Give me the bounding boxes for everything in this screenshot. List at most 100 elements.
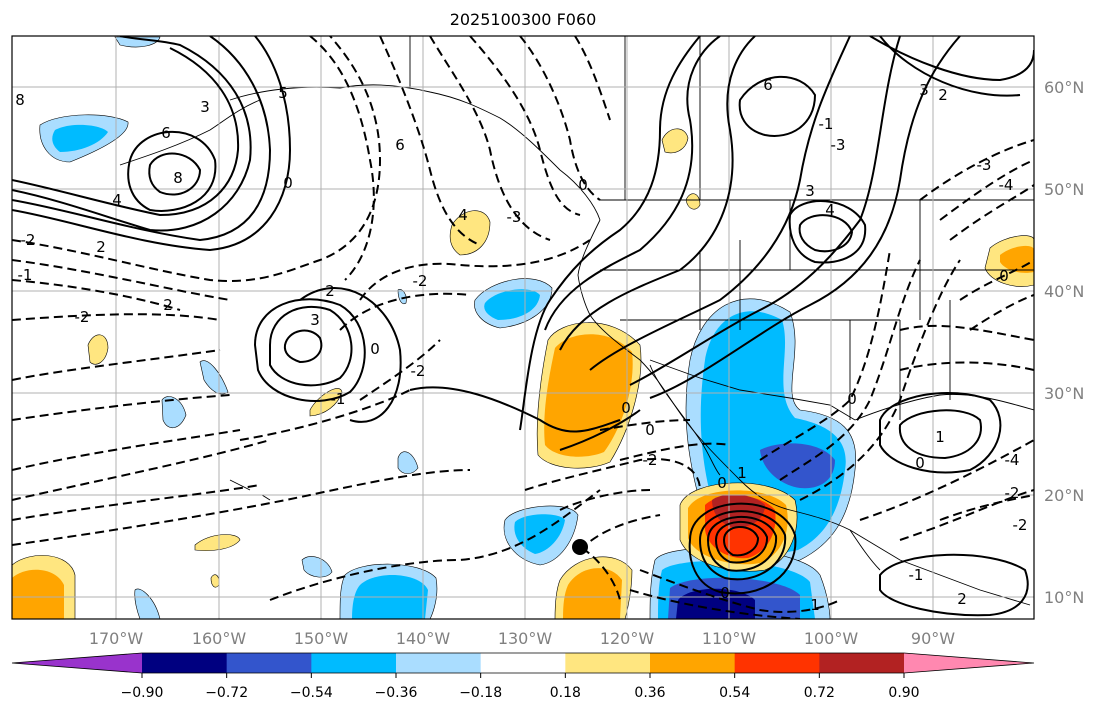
coast-central-america bbox=[849, 529, 1031, 606]
contour-dashed bbox=[12, 36, 382, 282]
colorbar-tick-label: 0.18 bbox=[550, 685, 581, 701]
contour-label: 0 bbox=[283, 174, 293, 192]
contour-dashed bbox=[309, 36, 375, 281]
lat-tick-label: 30°N bbox=[1044, 384, 1084, 403]
contour-hurricane-ring bbox=[706, 515, 778, 572]
contour-dashed bbox=[619, 442, 731, 461]
contour-hurricane-ring bbox=[722, 526, 760, 557]
contour-label: -1 bbox=[18, 266, 33, 284]
colorbar-bin bbox=[565, 653, 651, 673]
contour-label: 1 bbox=[810, 596, 820, 614]
contour-solid bbox=[409, 386, 621, 433]
colorbar-tick-label: −0.36 bbox=[375, 685, 418, 701]
colorbar-bin bbox=[142, 653, 228, 673]
contour-label: -3 bbox=[977, 156, 992, 174]
contour-dashed bbox=[959, 259, 1034, 301]
contour-label: 6 bbox=[161, 124, 171, 142]
lon-tick-label: 170°W bbox=[89, 629, 144, 648]
lon-tick-label: 160°W bbox=[192, 629, 247, 648]
contour-dashed bbox=[12, 469, 471, 546]
contour-label: 2 bbox=[957, 590, 967, 608]
colorbar-bin bbox=[650, 653, 736, 673]
contour-dashed bbox=[939, 159, 1034, 221]
contour-dashed bbox=[899, 489, 1034, 541]
lon-tick-label: 140°W bbox=[396, 629, 451, 648]
contour-label: 0 bbox=[578, 176, 588, 194]
contour-label: 4 bbox=[825, 201, 835, 219]
contour-label: -2 bbox=[411, 362, 426, 380]
contour-label: 3 bbox=[919, 81, 929, 99]
shade-yellow-small bbox=[685, 193, 701, 210]
contour-dashed bbox=[799, 259, 961, 501]
contour-solid bbox=[283, 329, 323, 364]
shade-orange-ca bbox=[544, 334, 633, 457]
contour-label: -4 bbox=[999, 176, 1014, 194]
colorbar-bin bbox=[311, 653, 397, 673]
contour-label: 4 bbox=[458, 206, 468, 224]
contour-solid bbox=[788, 200, 867, 264]
contour-dashed bbox=[379, 36, 481, 246]
contour-label: 6 bbox=[395, 136, 405, 154]
contour-solid bbox=[12, 36, 292, 252]
colorbar-bin bbox=[734, 653, 820, 673]
map-panel bbox=[12, 36, 1034, 619]
colorbar-bin bbox=[819, 653, 905, 673]
shade-blue-b bbox=[161, 396, 187, 428]
contour-dashed bbox=[12, 484, 261, 521]
contour-solid bbox=[649, 36, 961, 399]
lat-tick-label: 50°N bbox=[1044, 180, 1084, 199]
colorbar-tick-label: −0.90 bbox=[121, 685, 164, 701]
contour-label: -4 bbox=[1005, 451, 1020, 469]
lon-axis: 170°W 160°W 150°W 140°W 130°W 120°W 110°… bbox=[89, 629, 955, 648]
contour-label: 2 bbox=[325, 282, 335, 300]
contour-solid bbox=[12, 36, 252, 232]
contour-dashed bbox=[559, 489, 651, 511]
colorbar-tick-label: −0.72 bbox=[205, 685, 248, 701]
lon-tick-label: 150°W bbox=[294, 629, 349, 648]
contour-solid bbox=[738, 75, 817, 137]
contour-solid bbox=[544, 36, 721, 331]
colorbar-bin bbox=[226, 653, 312, 673]
contour-solid bbox=[879, 36, 1021, 97]
shade-orange-sw-corner bbox=[12, 569, 64, 619]
colorbar-tick-label: 0.72 bbox=[804, 685, 835, 701]
contour-dashed bbox=[779, 259, 921, 481]
contour-label: 3 bbox=[310, 311, 320, 329]
colorbar-tick-label: −0.54 bbox=[290, 685, 333, 701]
shade-yellow-sw bbox=[194, 534, 241, 551]
contour-solid bbox=[559, 409, 641, 451]
shade-yellow-left bbox=[87, 334, 109, 365]
colorbar-tick-label: 0.90 bbox=[888, 685, 919, 701]
lon-tick-label: 100°W bbox=[804, 629, 859, 648]
lon-tick-label: 120°W bbox=[600, 629, 655, 648]
contour-dashed bbox=[524, 458, 701, 491]
colorbar-extend-low bbox=[12, 653, 142, 673]
contour-label: -2 bbox=[75, 308, 90, 326]
contour-label: 2 bbox=[938, 86, 948, 104]
shade-yellow-mid bbox=[449, 210, 491, 256]
contour-dashed bbox=[519, 36, 601, 201]
contour-solid bbox=[798, 214, 854, 253]
lon-tick-label: 130°W bbox=[498, 629, 553, 648]
contour-dashed bbox=[581, 547, 621, 601]
contour-dashed bbox=[949, 184, 1034, 241]
contour-dashed bbox=[599, 419, 691, 431]
shade-blue-a bbox=[199, 360, 229, 395]
contour-label: 8 bbox=[173, 169, 183, 187]
lon-tick-label: 110°W bbox=[702, 629, 757, 648]
contour-label: -1 bbox=[331, 390, 346, 408]
contour-dashed bbox=[429, 36, 551, 241]
coast-gulf bbox=[854, 393, 1034, 421]
contour-label: 8 bbox=[15, 91, 25, 109]
colorbar-tick-label: 0.36 bbox=[634, 685, 665, 701]
lat-tick-label: 60°N bbox=[1044, 78, 1084, 97]
contour-solid bbox=[898, 409, 982, 460]
contour-dashed bbox=[859, 439, 1034, 521]
contour-label: 3 bbox=[805, 182, 815, 200]
contour-dashed bbox=[919, 139, 1034, 201]
contour-label: -1 bbox=[909, 566, 924, 584]
coast-aleutians bbox=[119, 99, 261, 166]
contour-label: 1 bbox=[935, 428, 945, 446]
contour-label: 0 bbox=[847, 390, 857, 408]
coast-baja bbox=[649, 364, 721, 476]
